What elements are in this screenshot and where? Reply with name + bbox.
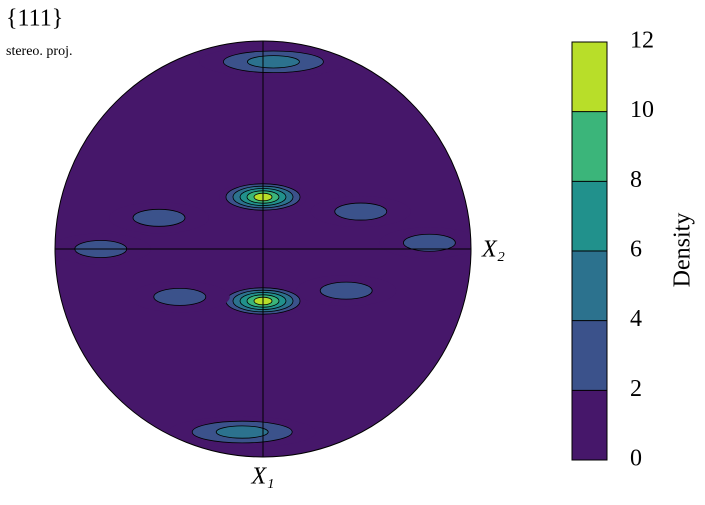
colorbar-tick-label: 12: [630, 28, 654, 54]
density-hotspot: [109, 202, 209, 234]
chart-title: {111}: [6, 6, 63, 32]
colorbar-band: [572, 390, 607, 460]
density-level: [334, 202, 388, 221]
colorbar-tick-label: 2: [630, 376, 642, 402]
colorbar-tick-label: 4: [630, 306, 642, 332]
colorbar-tick-label: 6: [630, 237, 642, 263]
colorbar-band: [572, 181, 607, 251]
density-hotspot: [199, 46, 348, 78]
x-axis-label: X₂: [481, 237, 505, 263]
density-hotspot: [168, 416, 317, 448]
density-level: [246, 55, 300, 69]
density-level: [319, 281, 373, 300]
colorbar-band: [572, 42, 607, 112]
density-level: [215, 425, 269, 439]
density-level: [153, 287, 207, 306]
colorbar-tick-label: 0: [630, 446, 642, 472]
colorbar-band: [572, 111, 607, 182]
colorbar-band: [572, 251, 607, 321]
density-level: [132, 208, 186, 227]
density-hotspot: [129, 281, 230, 313]
density-level: [402, 233, 456, 252]
chart-subtitle: stereo. proj.: [6, 44, 72, 59]
colorbar-label: Density: [670, 213, 696, 288]
density-hotspot: [379, 227, 471, 259]
colorbar: 0 2 4 6 8 10 12: [571, 28, 654, 472]
colorbar-tick-label: 8: [630, 167, 642, 193]
colorbar-band: [572, 320, 607, 391]
colorbar-tick-label: 10: [630, 97, 654, 123]
density-hotspot: [296, 275, 397, 307]
density-hotspot: [310, 196, 411, 228]
y-axis-label: X₁: [250, 464, 274, 490]
